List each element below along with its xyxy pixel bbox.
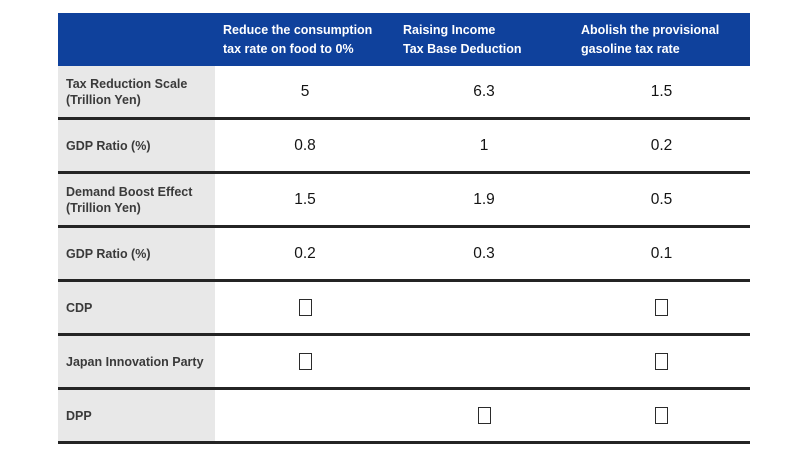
check-mark-cell: [573, 390, 750, 441]
empty-cell: [395, 336, 573, 387]
table-row: CDP: [58, 282, 750, 336]
row-label: DPP: [58, 390, 215, 441]
policy-comparison-table: Reduce the consumption tax rate on food …: [58, 13, 750, 444]
check-box-glyph-icon: [477, 407, 491, 424]
value-cell: 0.2: [294, 244, 316, 262]
row-label: Tax Reduction Scale (Trillion Yen): [58, 66, 215, 117]
table-row: GDP Ratio (%) 0.2 0.3 0.1: [58, 228, 750, 282]
row-label: Demand Boost Effect (Trillion Yen): [58, 174, 215, 225]
value-cell: 0.2: [650, 136, 673, 154]
value-cell: 0.5: [650, 190, 673, 208]
check-mark-cell: [395, 390, 573, 441]
check-box-glyph-icon: [655, 407, 668, 424]
value-cell: 1.5: [650, 82, 673, 100]
check-box-glyph-icon: [655, 299, 668, 316]
table-row: Demand Boost Effect (Trillion Yen) 1.5 1.9…: [58, 174, 750, 228]
check-mark-cell: [573, 336, 750, 387]
check-mark-cell: [215, 336, 395, 387]
value-cell: 0.3: [473, 244, 495, 262]
table-row: Tax Reduction Scale (Trillion Yen) 5 6.3 1.…: [58, 66, 750, 120]
value-cell: 1.9: [473, 190, 495, 208]
row-label: CDP: [58, 282, 215, 333]
table-row: Japan Innovation Party: [58, 336, 750, 390]
check-box-glyph-icon: [298, 299, 312, 316]
value-cell: 1.5: [294, 190, 316, 208]
table-body: Tax Reduction Scale (Trillion Yen) 5 6.3 1.…: [58, 66, 750, 444]
table-row: GDP Ratio (%) 0.8 1 0.2: [58, 120, 750, 174]
column-header-gasoline-tax: Abolish the provisional gasoline tax rat…: [581, 23, 720, 56]
header-corner-cell: [58, 13, 215, 66]
value-cell: 6.3: [473, 82, 495, 100]
value-cell: 1: [479, 136, 489, 154]
check-box-glyph-icon: [298, 353, 312, 370]
table-row: DPP: [58, 390, 750, 444]
row-label: GDP Ratio (%): [58, 228, 215, 279]
column-header-consumption-tax: Reduce the consumption tax rate on food …: [223, 23, 373, 56]
column-header-income-tax-deduction: Raising Income Tax Base Deduction: [403, 23, 522, 56]
value-cell: 5: [300, 82, 310, 100]
value-cell: 0.8: [294, 136, 316, 154]
check-mark-cell: [573, 282, 750, 333]
empty-cell: [395, 282, 573, 333]
check-box-glyph-icon: [655, 353, 668, 370]
empty-cell: [215, 390, 395, 441]
table-header-row: Reduce the consumption tax rate on food …: [58, 13, 750, 66]
row-label: GDP Ratio (%): [58, 120, 215, 171]
value-cell: 0.1: [650, 244, 673, 262]
check-mark-cell: [215, 282, 395, 333]
row-label: Japan Innovation Party: [58, 336, 215, 387]
